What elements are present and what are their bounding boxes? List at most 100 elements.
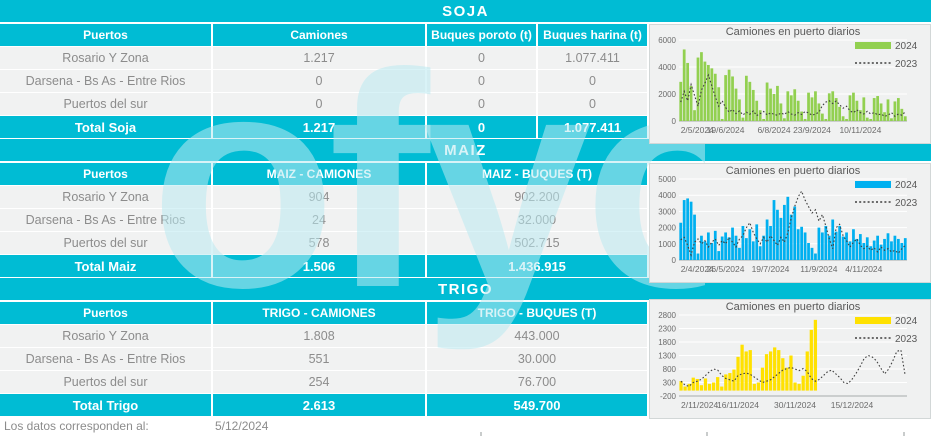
cell: 0 bbox=[213, 93, 425, 115]
column-header: Puertos bbox=[0, 24, 211, 46]
cell: Rosario Y Zona bbox=[0, 47, 211, 69]
cell: 254 bbox=[213, 371, 425, 393]
total-cell: 1.077.411 bbox=[538, 116, 647, 138]
cell: Puertos del sur bbox=[0, 93, 211, 115]
table-header-row: Puertos TRIGO - CAMIONES TRIGO - BUQUES (T… bbox=[0, 302, 647, 324]
x-tick-label: 26/5/2024 bbox=[707, 264, 745, 274]
footer-tick bbox=[706, 432, 708, 436]
cell: Rosario Y Zona bbox=[0, 186, 211, 208]
table-row: Darsena - Bs As - Entre Rios 24 32.000 bbox=[0, 209, 647, 231]
table-row: Puertos del sur 254 76.700 bbox=[0, 371, 647, 393]
column-header: Puertos bbox=[0, 302, 211, 324]
section-title-soja: SOJA bbox=[0, 0, 931, 22]
cell: 0 bbox=[427, 47, 536, 69]
cell: 1.217 bbox=[213, 47, 425, 69]
y-tick-label: 1800 bbox=[658, 338, 676, 347]
y-tick-label: 2300 bbox=[658, 325, 676, 334]
chart-maiz: 0 1000 2000 3000 4000 5000 2/4/2024 26/5/2024 19… bbox=[649, 163, 931, 283]
cell: 551 bbox=[213, 348, 425, 370]
total-cell: 549.700 bbox=[427, 394, 647, 416]
section-title-maiz: MAIZ bbox=[0, 139, 931, 161]
x-tick-label: 30/11/2024 bbox=[774, 400, 816, 410]
column-header: MAIZ - BUQUES (T) bbox=[427, 163, 647, 185]
chart-soja: 0 2000 4000 6000 2/5/2024 19/6/2024 6/8/2024 23… bbox=[649, 24, 931, 144]
table-row: Puertos del sur 578 502.715 bbox=[0, 232, 647, 254]
column-header: TRIGO - CAMIONES bbox=[213, 302, 425, 324]
table-row: Rosario Y Zona 1.808 443.000 bbox=[0, 325, 647, 347]
legend-swatch-2024 bbox=[855, 317, 891, 324]
y-tick-label: -200 bbox=[660, 392, 677, 401]
legend-label-2023: 2023 bbox=[895, 59, 918, 70]
section-title-label: SOJA bbox=[442, 2, 489, 20]
column-header: Camiones bbox=[213, 24, 425, 46]
legend-label-2024: 2024 bbox=[895, 180, 918, 191]
column-header: Puertos bbox=[0, 163, 211, 185]
y-tick-label: 1300 bbox=[658, 352, 676, 361]
table-total-row: Total Soja 1.217 0 1.077.411 bbox=[0, 116, 647, 138]
table-row: Darsena - Bs As - Entre Rios 551 30.000 bbox=[0, 348, 647, 370]
chart-canvas: -200 300 800 1300 1800 2300 2800 2/11/202416/11… bbox=[649, 299, 931, 419]
cell: 0 bbox=[427, 93, 536, 115]
x-tick-label: 23/9/2024 bbox=[793, 125, 831, 135]
total-cell: 1.217 bbox=[213, 116, 425, 138]
cell: 30.000 bbox=[427, 348, 647, 370]
x-tick-label: 10/11/2024 bbox=[839, 125, 881, 135]
table-total-row: Total Trigo 2.613 549.700 bbox=[0, 394, 647, 416]
x-tick-label: 4/11/2024 bbox=[845, 264, 882, 274]
table-total-row: Total Maiz 1.506 1.436.915 bbox=[0, 255, 647, 277]
cell: 0 bbox=[538, 70, 647, 92]
section-title-label: MAIZ bbox=[444, 141, 487, 159]
section-title-trigo: TRIGO bbox=[0, 278, 931, 300]
table-row: Rosario Y Zona 904 902.200 bbox=[0, 186, 647, 208]
line-2023 bbox=[680, 349, 906, 387]
y-tick-label: 0 bbox=[672, 117, 677, 126]
cell: 0 bbox=[427, 70, 536, 92]
chart-legend: 2024 2023 bbox=[855, 41, 918, 70]
total-cell: 1.436.915 bbox=[427, 255, 647, 277]
bars-2024 bbox=[679, 319, 818, 391]
x-tick-label: 15/12/2024 bbox=[831, 400, 874, 410]
total-cell: Total Maiz bbox=[0, 255, 211, 277]
y-tick-label: 2800 bbox=[658, 311, 676, 320]
cell: Darsena - Bs As - Entre Rios bbox=[0, 70, 211, 92]
footer-tick bbox=[480, 432, 482, 436]
y-tick-label: 300 bbox=[663, 379, 677, 388]
cell: Darsena - Bs As - Entre Rios bbox=[0, 348, 211, 370]
total-cell: 0 bbox=[427, 116, 536, 138]
x-tick-label: 2/11/2024 bbox=[681, 400, 718, 410]
column-header: MAIZ - CAMIONES bbox=[213, 163, 425, 185]
cell: Rosario Y Zona bbox=[0, 325, 211, 347]
y-tick-label: 5000 bbox=[658, 175, 676, 184]
bars-2024 bbox=[679, 196, 907, 260]
y-tick-label: 4000 bbox=[658, 191, 676, 200]
total-cell: 1.506 bbox=[213, 255, 425, 277]
x-tick-label: 19/7/2024 bbox=[752, 264, 790, 274]
cell: 32.000 bbox=[427, 209, 647, 231]
y-tick-label: 4000 bbox=[658, 63, 676, 72]
cell: 904 bbox=[213, 186, 425, 208]
table-trigo: Puertos TRIGO - CAMIONES TRIGO - BUQUES (T… bbox=[0, 302, 647, 417]
x-tick-label: 11/9/2024 bbox=[800, 264, 837, 274]
cell: 76.700 bbox=[427, 371, 647, 393]
column-header: TRIGO - BUQUES (T) bbox=[427, 302, 647, 324]
table-header-row: Puertos MAIZ - CAMIONES MAIZ - BUQUES (T) bbox=[0, 163, 647, 185]
cell: 902.200 bbox=[427, 186, 647, 208]
y-tick-label: 800 bbox=[663, 365, 677, 374]
cell: 1.077.411 bbox=[538, 47, 647, 69]
y-tick-label: 3000 bbox=[658, 207, 676, 216]
x-tick-label: 16/11/2024 bbox=[717, 400, 759, 410]
x-tick-label: 19/6/2024 bbox=[707, 125, 745, 135]
chart-title: Camiones en puerto diarios bbox=[726, 301, 861, 313]
table-row: Puertos del sur 0 0 0 bbox=[0, 93, 647, 115]
total-cell: Total Trigo bbox=[0, 394, 211, 416]
chart-trigo: -200 300 800 1300 1800 2300 2800 2/11/2024 16/11… bbox=[649, 299, 931, 419]
y-tick-label: 2000 bbox=[658, 224, 676, 233]
column-header: Buques harina (t) bbox=[538, 24, 647, 46]
cell: 1.808 bbox=[213, 325, 425, 347]
chart-legend: 2024 2023 bbox=[855, 180, 918, 209]
